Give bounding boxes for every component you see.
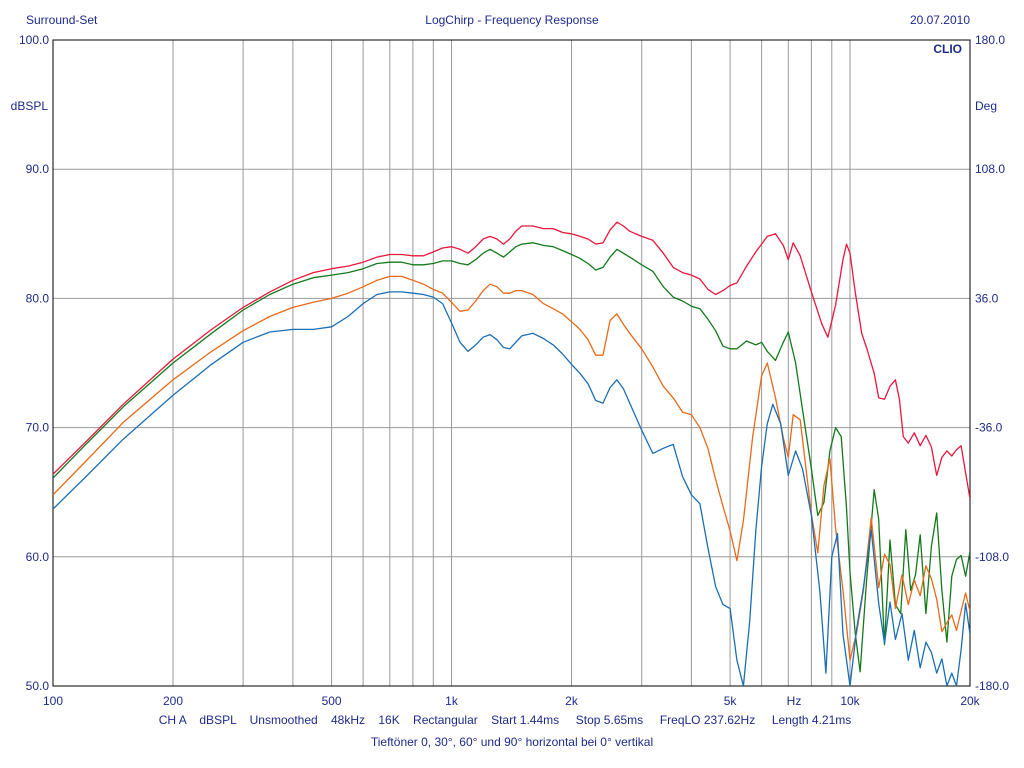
- y2-axis-ticks: 180.0 108.0 36.0 -36.0 -108.0 -180.0: [975, 33, 1009, 693]
- response-curve-3: [53, 275, 970, 661]
- x-axis-unit-label: Hz: [787, 694, 802, 708]
- header-date: 20.07.2010: [910, 13, 970, 27]
- y-tick-label: 80.0: [26, 291, 50, 305]
- y2-tick-label: -36.0: [975, 421, 1003, 435]
- y-axis-ticks: 100.0 90.0 80.0 70.0 60.0 50.0: [19, 33, 49, 693]
- plot-curves: [53, 221, 970, 686]
- x-tick-label: 10k: [840, 694, 860, 708]
- y2-tick-label: 180.0: [975, 33, 1005, 47]
- plot-grid: [52, 39, 971, 687]
- chart-caption: Tieftöner 0, 30°, 60° und 90° horizontal…: [371, 735, 653, 749]
- y2-tick-label: -180.0: [975, 679, 1009, 693]
- x-tick-label: 100: [43, 694, 63, 708]
- y2-tick-label: 36.0: [975, 291, 999, 305]
- x-tick-label: 5k: [724, 694, 738, 708]
- y-tick-label: 100.0: [19, 33, 49, 47]
- x-tick-label: 2k: [565, 694, 579, 708]
- y-tick-label: 50.0: [26, 679, 50, 693]
- y2-axis-label: Deg: [975, 99, 997, 113]
- response-curve-4: [53, 291, 970, 686]
- x-axis-ticks: 100 200 500 1k 2k 5k 10k 20k: [43, 694, 981, 708]
- x-tick-label: 1k: [445, 694, 459, 708]
- y-tick-label: 90.0: [26, 162, 50, 176]
- measurement-settings: CH A dBSPL Unsmoothed 48kHz 16K Rectangu…: [159, 713, 852, 727]
- plot-frame: [52, 39, 971, 687]
- y2-tick-label: 108.0: [975, 162, 1005, 176]
- y-tick-label: 60.0: [26, 550, 50, 564]
- x-tick-label: 20k: [960, 694, 980, 708]
- header-left-title: Surround-Set: [26, 13, 98, 27]
- header-center-title: LogChirp - Frequency Response: [425, 13, 599, 27]
- y-axis-label: dBSPL: [11, 99, 49, 113]
- x-tick-label: 200: [163, 694, 183, 708]
- clio-brand-label: CLIO: [933, 42, 962, 56]
- y-tick-label: 70.0: [26, 421, 50, 435]
- response-curve-2: [53, 242, 970, 673]
- y2-tick-label: -108.0: [975, 550, 1009, 564]
- x-tick-label: 500: [322, 694, 342, 708]
- response-curve-1: [53, 221, 970, 499]
